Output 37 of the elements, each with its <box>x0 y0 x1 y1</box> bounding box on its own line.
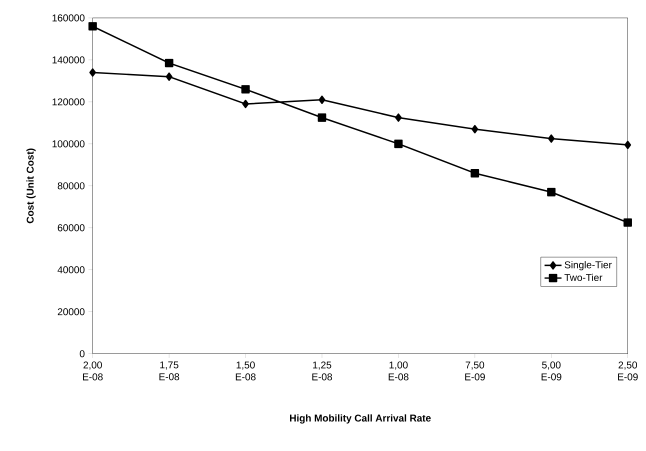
point <box>164 58 174 68</box>
y-tick-label: 60000 <box>58 224 85 232</box>
point <box>88 22 97 30</box>
y-tick-label: 20000 <box>58 308 85 316</box>
x-tick-label: 2,00 E-08 <box>82 361 103 380</box>
y-tick-label: 100000 <box>52 140 85 148</box>
point <box>318 95 326 104</box>
y-tick-label: 40000 <box>58 266 85 274</box>
y-tick-label: 160000 <box>52 14 85 22</box>
y-tick-label: 0 <box>80 350 85 358</box>
x-tick-label: 1,25 E-08 <box>312 361 332 380</box>
x-tick-label: 1,75 E-08 <box>159 361 180 380</box>
point <box>624 140 632 149</box>
x-tick-label: 2,50 E-09 <box>618 361 638 380</box>
y-axis-title: Cost (Unit Cost) <box>26 148 36 224</box>
point <box>470 168 480 178</box>
legend-label: Two-Tier <box>564 274 602 281</box>
x-tick-label: 1,50 E-08 <box>236 361 256 380</box>
point <box>395 113 402 122</box>
x-tick-label: 1,00 E-08 <box>388 361 408 380</box>
y-tick-label: 140000 <box>52 56 85 64</box>
legend-label: Single-Tier <box>564 260 612 270</box>
y-tick-label: 120000 <box>52 98 85 106</box>
x-axis-title: High Mobility Call Arrival Rate <box>290 414 431 424</box>
point <box>394 139 403 148</box>
point <box>547 188 556 196</box>
point <box>241 84 250 94</box>
x-tick-label: 5,00 E-09 <box>542 361 562 380</box>
point <box>624 218 632 227</box>
point <box>318 113 326 122</box>
point <box>89 68 96 77</box>
point <box>166 72 172 81</box>
y-tick-label: 80000 <box>58 182 85 190</box>
point <box>242 100 249 108</box>
x-tick-label: 7,50 E-09 <box>465 361 485 380</box>
point <box>472 124 478 134</box>
point <box>548 134 555 143</box>
